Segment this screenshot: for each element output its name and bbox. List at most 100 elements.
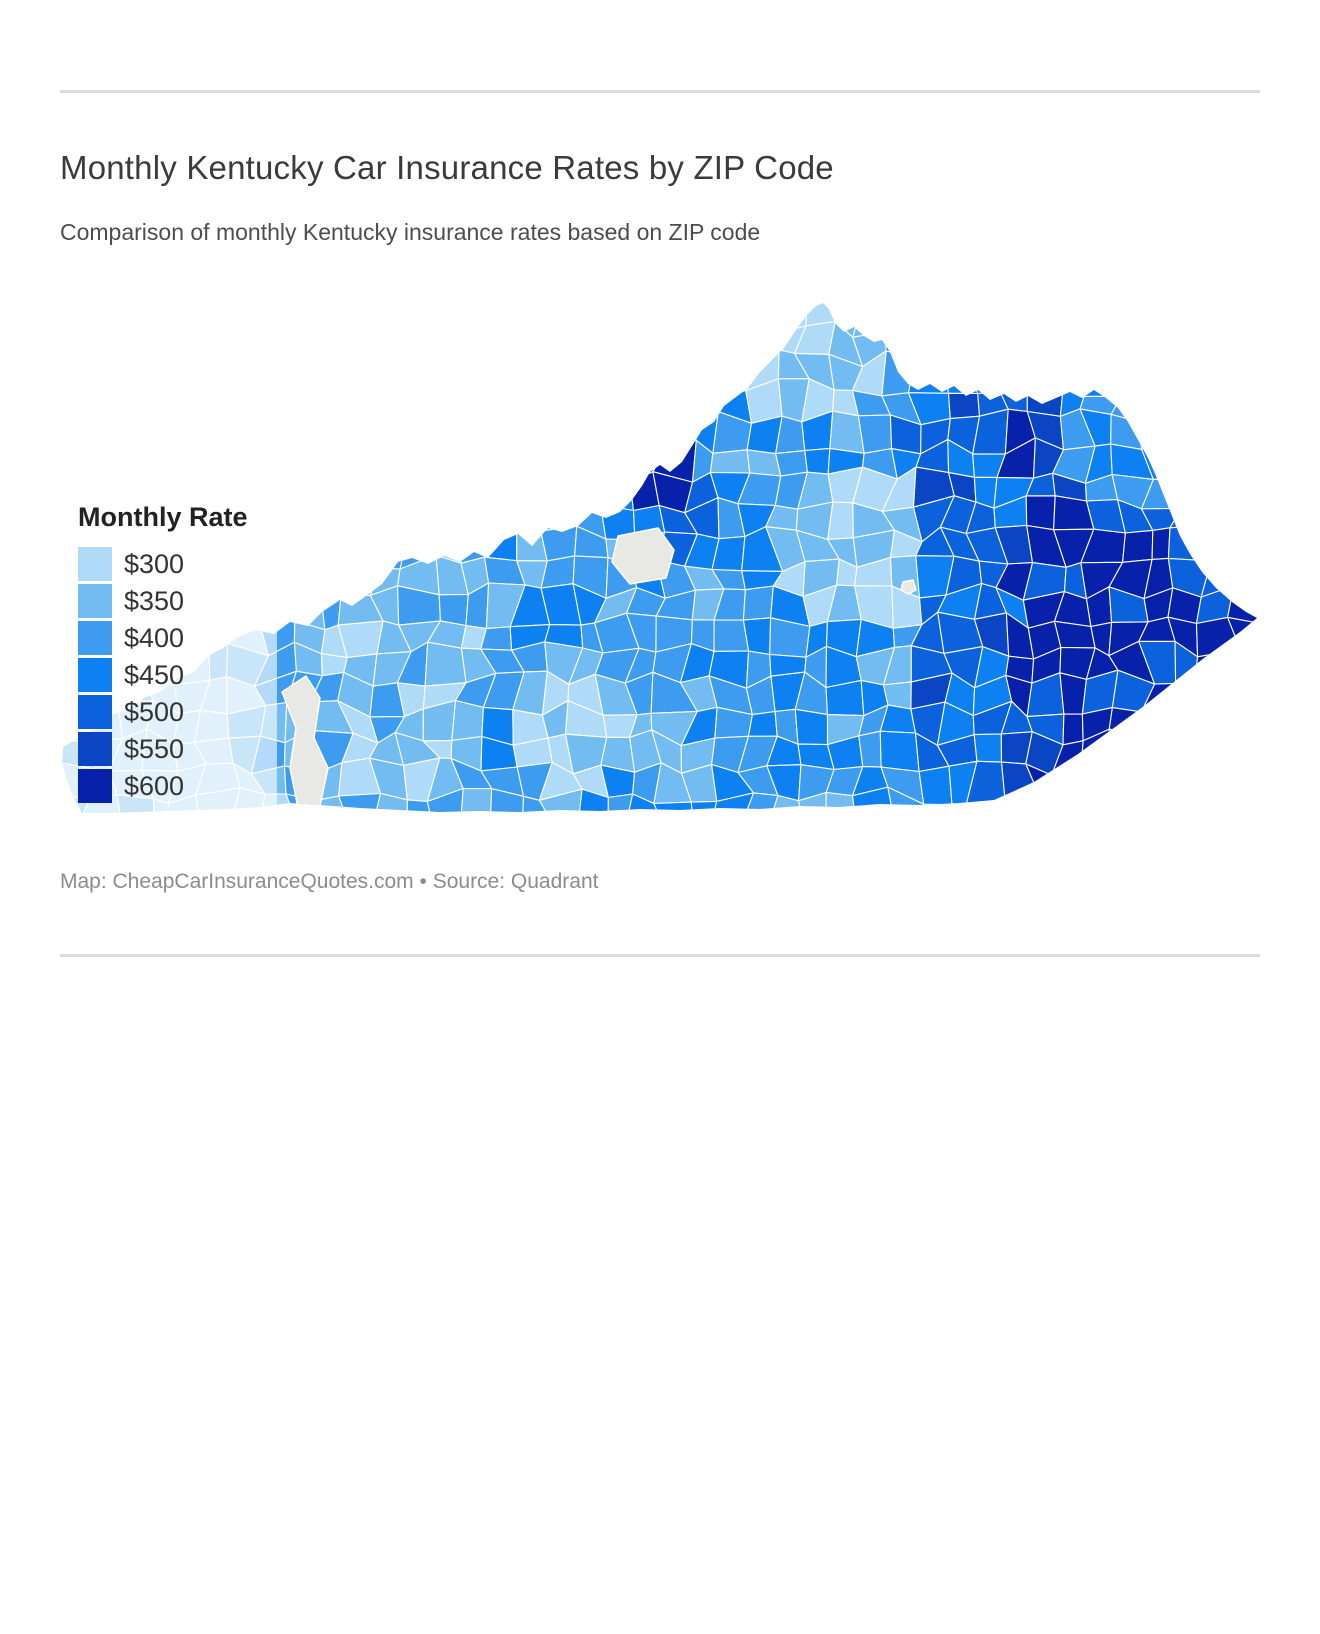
zip-region[interactable] — [710, 361, 747, 396]
zip-region[interactable] — [1023, 320, 1063, 368]
zip-region[interactable] — [1230, 557, 1260, 588]
zip-region[interactable] — [194, 334, 239, 368]
zip-region[interactable] — [308, 478, 343, 514]
zip-region[interactable] — [1108, 728, 1147, 766]
zip-region[interactable] — [508, 320, 551, 357]
zip-region[interactable] — [140, 348, 184, 388]
zip-region[interactable] — [680, 330, 712, 366]
zip-region[interactable] — [287, 324, 318, 356]
zip-region[interactable] — [318, 530, 352, 571]
zip-region[interactable] — [653, 801, 695, 825]
zip-region[interactable] — [664, 321, 687, 368]
zip-region[interactable] — [1082, 356, 1122, 397]
zip-region[interactable] — [713, 619, 750, 652]
zip-region[interactable] — [279, 410, 327, 454]
zip-region[interactable] — [371, 440, 403, 480]
zip-region[interactable] — [61, 387, 98, 418]
zip-region[interactable] — [194, 300, 231, 337]
zip-region[interactable] — [543, 448, 576, 480]
zip-region[interactable] — [423, 449, 469, 481]
zip-region[interactable] — [881, 300, 927, 333]
zip-region[interactable] — [852, 300, 886, 338]
zip-region[interactable] — [114, 443, 149, 480]
zip-region[interactable] — [340, 478, 379, 506]
zip-region[interactable] — [1001, 300, 1041, 337]
zip-region[interactable] — [110, 352, 145, 384]
zip-region[interactable] — [538, 416, 576, 452]
zip-region[interactable] — [575, 300, 610, 338]
zip-region[interactable] — [394, 378, 441, 423]
zip-region[interactable] — [709, 449, 751, 474]
zip-region[interactable] — [593, 407, 636, 452]
zip-region[interactable] — [428, 378, 459, 425]
zip-region[interactable] — [944, 356, 979, 395]
zip-region[interactable] — [60, 300, 92, 336]
zip-region[interactable] — [1199, 300, 1238, 335]
zip-region[interactable] — [225, 300, 265, 336]
zip-region[interactable] — [1225, 324, 1260, 361]
zip-region[interactable] — [93, 416, 127, 447]
zip-region[interactable] — [966, 323, 1010, 359]
zip-region[interactable] — [459, 787, 493, 826]
zip-region[interactable] — [628, 407, 669, 452]
zip-region[interactable] — [951, 803, 984, 825]
zip-region[interactable] — [483, 502, 518, 539]
zip-region[interactable] — [287, 349, 320, 395]
zip-region[interactable] — [254, 349, 294, 390]
zip-region[interactable] — [426, 787, 464, 826]
zip-region[interactable] — [1202, 701, 1235, 736]
zip-region[interactable] — [1082, 328, 1118, 368]
zip-region[interactable] — [540, 351, 581, 397]
zip-region[interactable] — [141, 410, 175, 446]
zip-region[interactable] — [483, 388, 521, 423]
zip-region[interactable] — [1174, 672, 1209, 709]
zip-region[interactable] — [452, 348, 490, 391]
zip-region[interactable] — [1225, 760, 1260, 805]
zip-region[interactable] — [600, 481, 635, 512]
zip-region[interactable] — [916, 803, 955, 825]
zip-region[interactable] — [438, 593, 469, 627]
zip-region[interactable] — [314, 329, 354, 362]
zip-region[interactable] — [1027, 300, 1063, 324]
zip-region[interactable] — [804, 447, 831, 475]
zip-region[interactable] — [1169, 792, 1201, 822]
zip-region[interactable] — [1195, 468, 1240, 512]
zip-region[interactable] — [1208, 524, 1232, 562]
zip-region[interactable] — [567, 415, 599, 452]
zip-region[interactable] — [60, 326, 92, 364]
zip-region[interactable] — [454, 331, 490, 365]
zip-region[interactable] — [378, 416, 403, 447]
zip-region[interactable] — [1058, 363, 1085, 397]
zip-region[interactable] — [605, 301, 641, 338]
zip-region[interactable] — [136, 324, 183, 366]
zip-region[interactable] — [1169, 300, 1212, 335]
zip-region[interactable] — [1164, 468, 1200, 512]
zip-region[interactable] — [83, 379, 123, 423]
zip-region[interactable] — [287, 504, 320, 535]
zip-region[interactable] — [194, 357, 239, 394]
zip-region[interactable] — [540, 525, 578, 562]
zip-region[interactable] — [457, 420, 494, 456]
zip-region[interactable] — [338, 444, 380, 484]
zip-region[interactable] — [1197, 415, 1235, 455]
zip-region[interactable] — [508, 300, 551, 332]
zip-region[interactable] — [169, 331, 196, 359]
zip-region[interactable] — [394, 418, 441, 452]
zip-region[interactable] — [653, 386, 691, 414]
zip-region[interactable] — [89, 326, 124, 354]
zip-region[interactable] — [1222, 708, 1260, 735]
zip-region[interactable] — [259, 300, 292, 327]
zip-region[interactable] — [491, 436, 522, 476]
zip-region[interactable] — [314, 300, 351, 335]
zip-region[interactable] — [279, 450, 327, 480]
zip-region[interactable] — [396, 440, 438, 481]
zip-region[interactable] — [540, 320, 583, 356]
zip-region[interactable] — [564, 387, 612, 425]
zip-region[interactable] — [742, 585, 774, 621]
zip-region[interactable] — [452, 388, 488, 425]
zip-region[interactable] — [1224, 534, 1260, 563]
zip-region[interactable] — [1195, 672, 1240, 718]
zip-region[interactable] — [372, 792, 408, 825]
zip-region[interactable] — [915, 327, 949, 367]
zip-region[interactable] — [482, 330, 514, 365]
